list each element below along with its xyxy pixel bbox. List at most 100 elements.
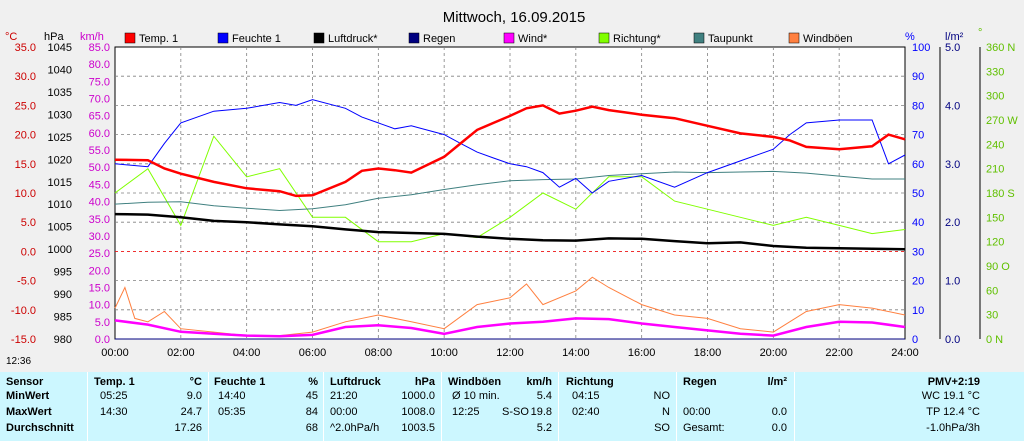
stats-hum-value: 84 — [305, 406, 318, 418]
x-axis-tick: 12:00 — [496, 347, 524, 359]
hpa-axis-tick: 1020 — [48, 154, 72, 166]
rain-axis-tick: 5.0 — [945, 42, 960, 54]
hpa-axis-tick: 985 — [54, 312, 72, 324]
temp-axis-tick: 5.0 — [21, 217, 36, 229]
legend-item-2: Feuchte 1 — [217, 32, 281, 45]
x-axis-tick: 06:00 — [299, 347, 327, 359]
stats-dir-time: 02:40 — [572, 406, 600, 418]
x-axis-tick: 04:00 — [233, 347, 261, 359]
legend-item-8: Windböen — [788, 32, 853, 45]
chart-grid — [115, 47, 905, 339]
legend-label: Richtung* — [613, 33, 661, 45]
kmh-axis-tick: 75.0 — [89, 76, 110, 88]
stats-gust-time: 12:25 — [452, 406, 480, 418]
stats-hum-time: 14:40 — [218, 390, 246, 402]
stats-temp-time: 05:25 — [100, 390, 128, 402]
series-line-wind — [114, 317, 906, 338]
legend-item-1: Temp. 1 — [124, 32, 178, 45]
hpa-axis-tick: 990 — [54, 289, 72, 301]
pct-axis-tick: 20 — [912, 276, 924, 288]
hpa-axis-tick: 1045 — [48, 42, 72, 54]
deg-axis-tick: 0 N — [986, 334, 1003, 346]
kmh-axis-tick: 80.0 — [89, 59, 110, 71]
legend-label: Regen — [423, 33, 455, 45]
stats-extra: -1.0hPa/3h — [926, 422, 980, 434]
axis-unit-hpa: hPa — [44, 31, 64, 43]
deg-axis-tick: 300 — [986, 91, 1004, 103]
deg-axis-tick: 270 W — [986, 115, 1018, 127]
stats-gust-value: 5.2 — [536, 422, 552, 434]
axis-unit-kmh: km/h — [80, 31, 104, 43]
stats-press-value: 1000.0 — [401, 390, 435, 402]
kmh-axis-tick: 40.0 — [89, 197, 110, 209]
stats-extra: WC 19.1 °C — [921, 390, 980, 402]
stats-row-label: MinWert — [6, 390, 50, 402]
chart-axes: °C hPa km/h% l/m² ° 35.0 30.0 25.0 20.0 15.0 10.0 5… — [5, 27, 1018, 359]
stats-row-label: MaxWert — [6, 406, 52, 418]
stats-row-label: Durchschnitt — [6, 422, 74, 434]
temp-axis-tick: 10.0 — [15, 188, 36, 200]
hpa-axis-tick: 1000 — [48, 244, 72, 256]
stats-temp-value: 17.26 — [174, 422, 202, 434]
deg-axis-tick: 60 — [986, 285, 998, 297]
stats-header-rain-unit: l/m² — [767, 376, 787, 388]
legend-swatch — [217, 32, 229, 44]
stats-dir-value: SO — [654, 422, 670, 434]
rain-axis-tick: 2.0 — [945, 217, 960, 229]
pct-axis-tick: 30 — [912, 246, 924, 258]
deg-axis-tick: 210 — [986, 164, 1004, 176]
chart-series — [114, 99, 906, 340]
stats-dir-value: N — [662, 406, 670, 418]
stats-gust-dir: S-SO — [502, 406, 529, 418]
pct-axis-tick: 70 — [912, 130, 924, 142]
stats-hum-time: 05:35 — [218, 406, 246, 418]
stats-header-pmv: PMV+2:19 — [927, 376, 980, 388]
hpa-axis-tick: 980 — [54, 334, 72, 346]
stats-rain-time: 00:00 — [683, 406, 711, 418]
axis-unit-pct: % — [905, 31, 915, 43]
stats-temp-value: 9.0 — [186, 390, 202, 402]
legend-label: Temp. 1 — [139, 33, 178, 45]
rain-axis-tick: 1.0 — [945, 276, 960, 288]
legend-swatch — [598, 32, 610, 44]
stats-hum-value: 68 — [305, 422, 318, 434]
temp-axis-tick: -10.0 — [11, 305, 36, 317]
kmh-axis-tick: 30.0 — [89, 231, 110, 243]
stats-header-hum: Feuchte 1 — [214, 376, 266, 388]
stats-header-temp: Temp. 1 — [94, 376, 135, 388]
stats-header-temp-unit: °C — [189, 376, 202, 388]
hpa-axis-tick: 1015 — [48, 177, 72, 189]
legend-item-5: Wind* — [503, 32, 548, 45]
kmh-axis-tick: 10.0 — [89, 300, 110, 312]
rain-axis-tick: 3.0 — [945, 159, 960, 171]
legend-label: Feuchte 1 — [232, 33, 281, 45]
stats-press-time: 00:00 — [330, 406, 358, 418]
legend-label: Luftdruck* — [328, 33, 378, 45]
stats-press-value: 1003.5 — [401, 422, 435, 434]
pct-axis-tick: 40 — [912, 217, 924, 229]
kmh-axis-tick: 45.0 — [89, 179, 110, 191]
legend-swatch — [124, 32, 136, 44]
hpa-axis-tick: 1010 — [48, 199, 72, 211]
x-axis-tick: 00:00 — [101, 347, 129, 359]
series-line-windb-en — [114, 276, 906, 337]
deg-axis-tick: 330 — [986, 66, 1004, 78]
kmh-axis-tick: 15.0 — [89, 282, 110, 294]
temp-axis-tick: 0.0 — [21, 246, 36, 258]
kmh-axis-tick: 70.0 — [89, 94, 110, 106]
stats-rain-time: Gesamt: — [683, 422, 725, 434]
stats-dir-time: 04:15 — [572, 390, 600, 402]
stats-header-press: Luftdruck — [330, 376, 381, 388]
legend-item-3: Luftdruck* — [313, 32, 378, 45]
stats-gust-value: 19.8 — [530, 406, 552, 418]
series-line-feuchte-1 — [114, 99, 906, 194]
legend-label: Taupunkt — [708, 33, 753, 45]
legend-swatch — [788, 32, 800, 44]
hpa-axis-tick: 1040 — [48, 64, 72, 76]
stats-dir-value: NO — [653, 390, 671, 402]
stats-press-time: ^2.0hPa/h — [330, 422, 380, 434]
x-axis-tick: 24:00 — [891, 347, 919, 359]
series-line-richtung — [114, 135, 906, 243]
stats-header-press-unit: hPa — [414, 376, 435, 388]
stats-press-time: 21:20 — [330, 390, 358, 402]
